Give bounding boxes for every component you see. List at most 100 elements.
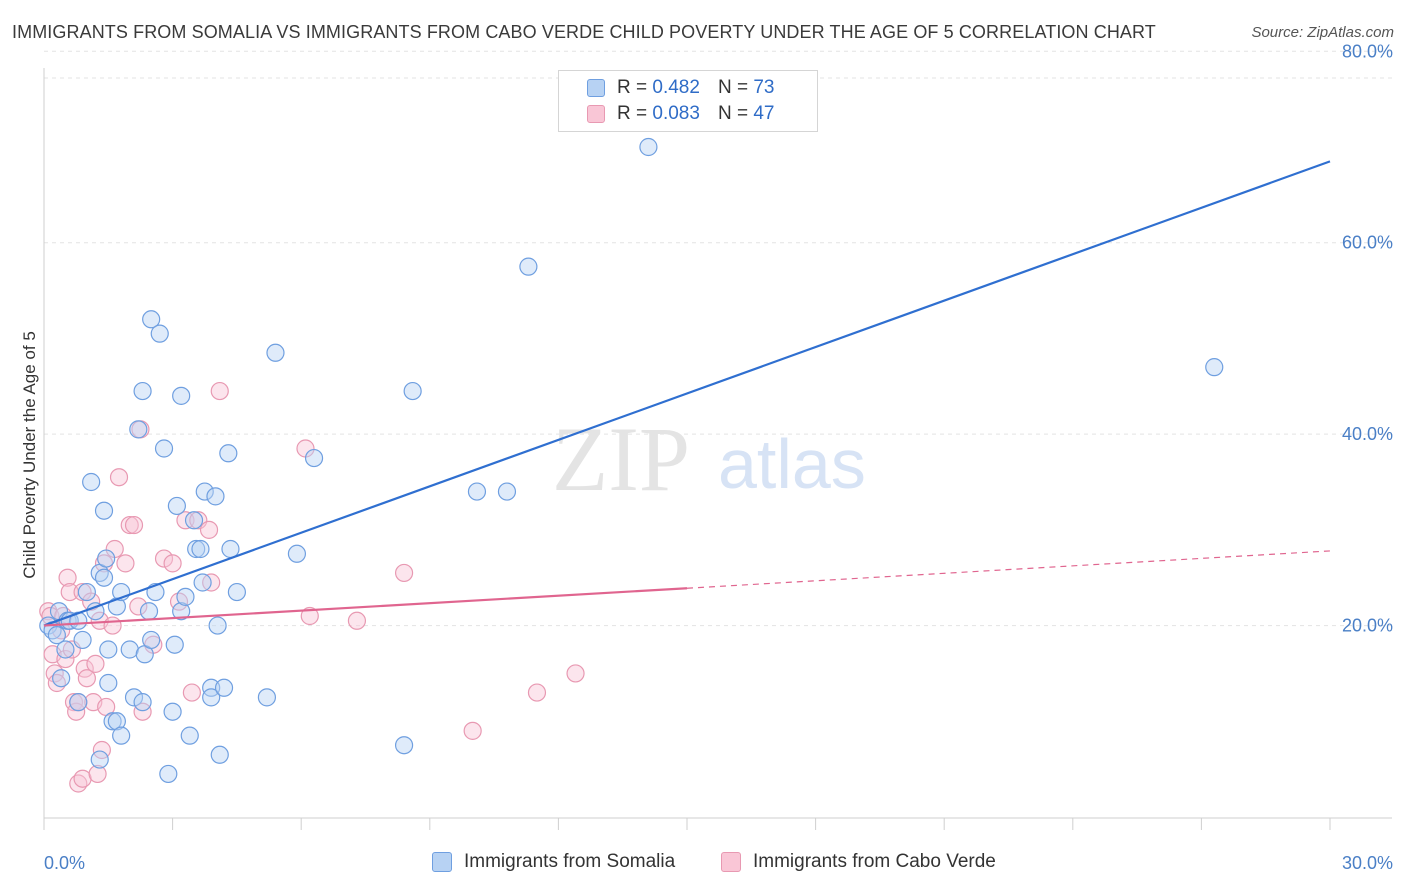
somalia-point xyxy=(287,544,307,563)
caboverde-point xyxy=(73,769,92,788)
caboverde-point xyxy=(86,654,105,673)
legend-n-label: N = xyxy=(717,103,749,124)
y-tick-label: 80.0% xyxy=(1342,41,1393,61)
legend-swatch-somalia xyxy=(432,852,452,872)
somalia-point xyxy=(94,568,114,587)
somalia-point xyxy=(266,343,285,362)
somalia-point xyxy=(403,381,422,401)
somalia-point xyxy=(73,630,92,650)
somalia-point xyxy=(304,448,324,468)
legend-item-caboverde[interactable]: Immigrants from Cabo Verde xyxy=(721,851,996,873)
legend-n-label: N = xyxy=(717,77,749,98)
somalia-point xyxy=(165,635,184,654)
somalia-point xyxy=(193,573,212,592)
somalia-point xyxy=(184,511,204,530)
trendline-somalia xyxy=(43,160,1331,627)
somalia-point xyxy=(639,137,658,157)
somalia-point xyxy=(107,597,126,616)
somalia-point xyxy=(195,482,214,501)
somalia-point xyxy=(208,616,227,635)
somalia-point xyxy=(107,712,126,731)
somalia-point xyxy=(47,626,66,645)
somalia-point xyxy=(159,764,178,784)
somalia-point xyxy=(52,669,71,688)
legend-row-caboverde: R = 0.083 N = 47 xyxy=(587,102,774,126)
legend-label-caboverde: Immigrants from Cabo Verde xyxy=(753,851,996,872)
caboverde-point xyxy=(394,563,414,583)
x-tick-label: 0.0% xyxy=(44,853,85,873)
legend-r-caboverde: 0.083 xyxy=(652,103,700,124)
somalia-point xyxy=(163,702,182,721)
somalia-point xyxy=(187,539,206,559)
x-tick-label: 30.0% xyxy=(1342,853,1393,873)
caboverde-point xyxy=(154,549,174,568)
caboverde-point xyxy=(182,683,201,702)
caboverde-point xyxy=(210,381,229,401)
somalia-point xyxy=(467,482,487,501)
legend-swatch-caboverde xyxy=(587,105,605,123)
somalia-point xyxy=(97,549,116,568)
trendlines xyxy=(43,160,1331,627)
trendline-caboverde-solid xyxy=(43,587,688,627)
somalia-point xyxy=(129,420,148,439)
caboverde-point xyxy=(527,683,547,702)
legend-r-label: R = xyxy=(617,103,648,124)
somalia-point xyxy=(227,582,246,602)
caboverde-point xyxy=(120,515,139,535)
caboverde-point xyxy=(77,669,96,688)
somalia-point xyxy=(167,496,186,516)
legend-swatch-caboverde xyxy=(721,852,741,872)
somalia-point xyxy=(172,602,191,621)
caboverde-point xyxy=(163,554,182,573)
y-tick-label: 20.0% xyxy=(1342,616,1393,636)
somalia-point xyxy=(219,444,238,463)
somalia-point xyxy=(202,678,221,697)
watermark-zip: ZIP xyxy=(552,408,690,510)
somalia-point xyxy=(1205,358,1224,377)
somalia-point xyxy=(99,640,118,659)
watermark-atlas: atlas xyxy=(718,425,866,503)
somalia-point xyxy=(112,726,131,745)
somalia-point xyxy=(202,688,221,707)
somalia-point xyxy=(103,712,122,731)
somalia-point xyxy=(142,630,161,650)
somalia-point xyxy=(150,324,169,343)
caboverde-point xyxy=(347,611,367,630)
caboverde-point xyxy=(199,520,219,539)
legend-r-somalia: 0.482 xyxy=(652,77,700,98)
somalia-point xyxy=(56,640,75,659)
somalia-point xyxy=(519,257,538,276)
somalia-point xyxy=(133,693,152,712)
caboverde-point xyxy=(124,515,144,535)
somalia-point xyxy=(172,386,191,405)
somalia-point xyxy=(176,587,195,606)
legend-n-somalia: 73 xyxy=(753,77,775,98)
somalia-point xyxy=(180,726,199,745)
caboverde-point xyxy=(109,468,129,487)
somalia-point xyxy=(214,678,234,697)
caboverde-point xyxy=(300,606,319,626)
somalia-point xyxy=(394,736,414,755)
series-somalia-points xyxy=(39,137,1224,784)
legend-n-caboverde: 47 xyxy=(753,103,775,124)
legend-row-somalia: R = 0.482 N = 73 xyxy=(587,76,774,100)
somalia-point xyxy=(69,693,88,712)
somalia-point xyxy=(142,310,161,329)
tick-labels: 20.0% 40.0% 60.0% 80.0% 0.0% 30.0% xyxy=(44,41,1393,873)
caboverde-point xyxy=(116,554,135,573)
caboverde-point xyxy=(129,597,148,616)
gridlines xyxy=(44,50,1392,627)
caboverde-point xyxy=(88,764,107,784)
somalia-point xyxy=(94,501,114,520)
legend-item-somalia[interactable]: Immigrants from Somalia xyxy=(432,851,675,873)
somalia-point xyxy=(82,472,101,492)
somalia-point xyxy=(154,439,174,458)
correlation-legend: R = 0.482 N = 73 R = 0.083 N = 47 xyxy=(558,70,818,132)
source-credit: Source: ZipAtlas.com xyxy=(1251,24,1394,41)
caboverde-point xyxy=(566,664,585,683)
caboverde-point xyxy=(58,568,77,587)
somalia-point xyxy=(139,602,159,621)
legend-r-label: R = xyxy=(617,77,648,98)
somalia-point xyxy=(120,640,139,659)
